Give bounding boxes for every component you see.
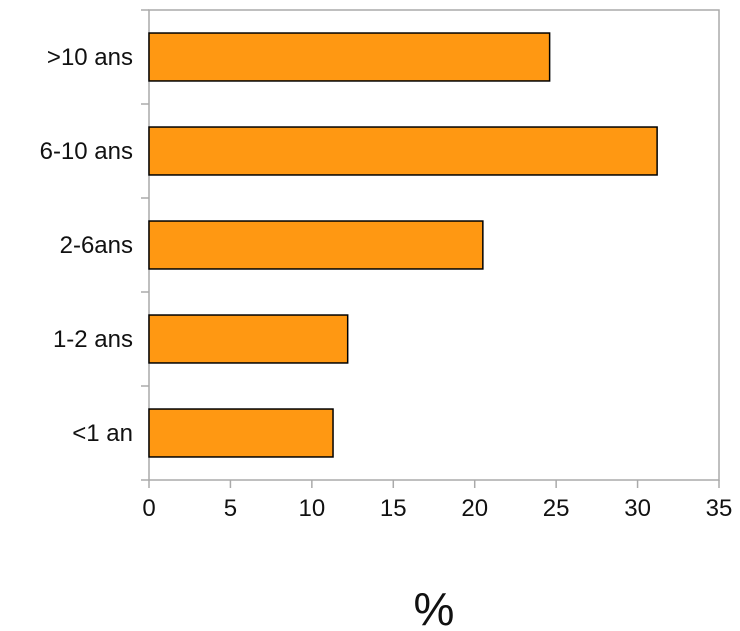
bar (148, 408, 334, 458)
x-tick-label: 30 (624, 495, 651, 522)
category-label: 2-6ans (60, 232, 133, 259)
x-tick-label: 25 (543, 495, 570, 522)
y-axis-ticks (141, 9, 149, 481)
bars (148, 32, 658, 458)
x-tick-label: 10 (299, 495, 326, 522)
category-labels: >10 ans 6-10 ans 2-6ans 1-2 ans <1 an (40, 44, 133, 447)
x-axis-title: % (414, 583, 455, 631)
category-label: 1-2 ans (53, 326, 133, 353)
x-tick-labels: 0 5 10 15 20 25 30 35 (142, 495, 732, 522)
bar (148, 220, 484, 270)
category-label: 6-10 ans (40, 138, 133, 165)
x-tick-label: 15 (380, 495, 407, 522)
bar (148, 126, 658, 176)
x-tick-label: 35 (706, 495, 733, 522)
x-tick-label: 20 (461, 495, 488, 522)
x-axis-ticks (148, 480, 720, 488)
x-tick-label: 0 (142, 495, 155, 522)
category-label: >10 ans (47, 44, 133, 71)
bar (148, 32, 551, 82)
x-tick-label: 5 (224, 495, 237, 522)
bar (148, 314, 349, 364)
category-label: <1 an (72, 420, 133, 447)
